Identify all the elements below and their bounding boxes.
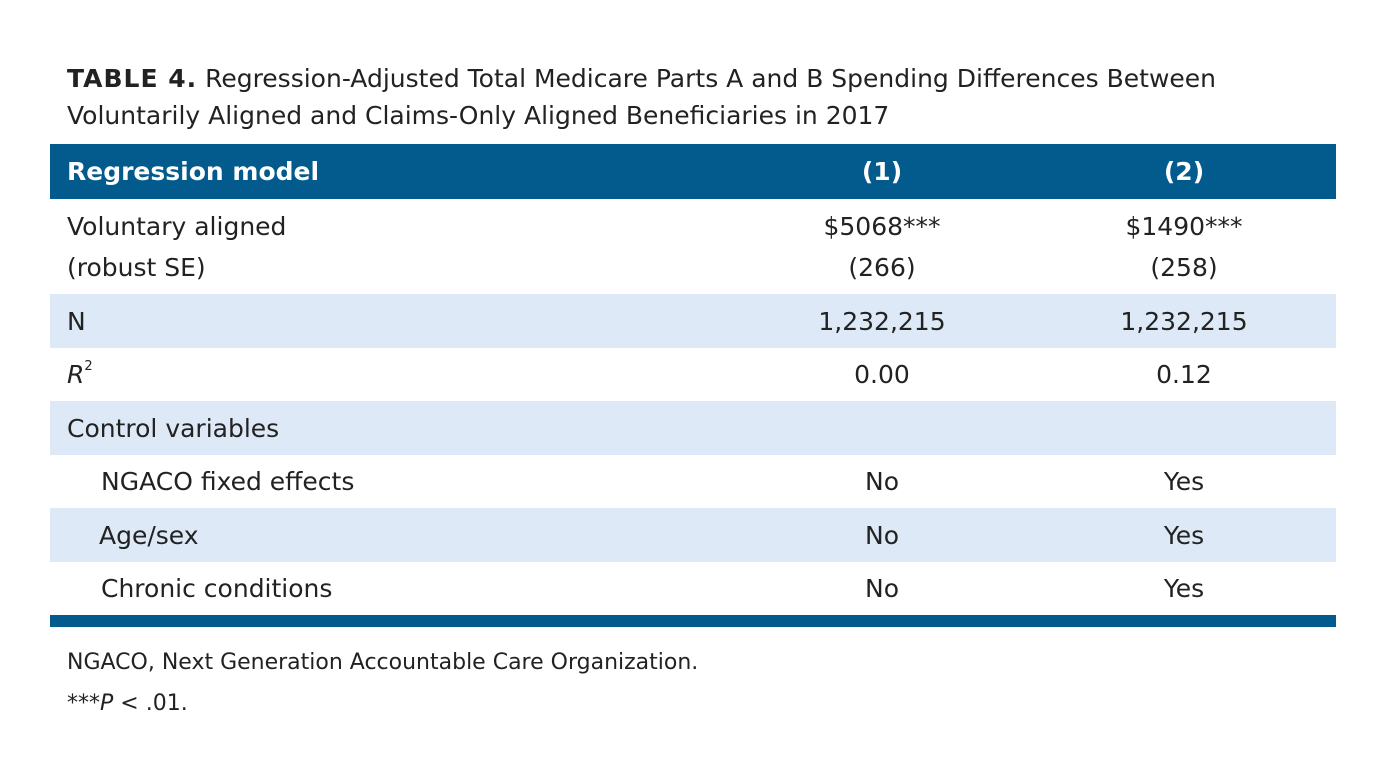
row-label-robust-se: (robust SE)	[67, 252, 206, 282]
coefficient-value: $1490***	[1125, 211, 1243, 241]
row-label: N	[67, 306, 86, 336]
header-model-1: (1)	[861, 157, 903, 186]
cell-model-1: No	[865, 520, 899, 550]
table-bottom-rule	[50, 615, 1336, 627]
row-label: Age/sex	[99, 520, 199, 550]
table-row-voluntary-aligned: Voluntary aligned (robust SE) $5068*** (…	[50, 199, 1336, 294]
table-row-n: N 1,232,215 1,232,215	[50, 294, 1336, 348]
coefficient-value: $5068***	[823, 211, 941, 241]
cell-model-1: $5068*** (266)	[752, 199, 1012, 294]
caption-line1: Regression-Adjusted Total Medicare Parts…	[205, 64, 1216, 93]
cell-model-2: Yes	[1163, 467, 1205, 496]
cell-model-2: 0.12	[1156, 360, 1212, 389]
table-row-control-variables: Control variables	[50, 401, 1336, 455]
header-model-2: (2)	[1163, 157, 1205, 186]
table-row-ngaco-fixed-effects: NGACO fixed effects No Yes	[50, 455, 1336, 508]
row-label: Chronic conditions	[101, 574, 333, 603]
table-label: TABLE 4.	[67, 64, 198, 93]
table-row-r-squared: R2 0.00 0.12	[50, 348, 1336, 401]
standard-error: (258)	[1150, 252, 1218, 282]
table-header-row: Regression model (1) (2)	[50, 144, 1336, 199]
table-notes: NGACO, Next Generation Accountable Care …	[67, 642, 698, 724]
cell-model-1: 0.00	[854, 360, 910, 389]
cell-model-1: No	[865, 467, 899, 496]
row-label: NGACO fixed effects	[101, 467, 355, 496]
row-label-voluntary: Voluntary aligned	[67, 211, 287, 241]
regression-table: Regression model (1) (2) Voluntary align…	[50, 144, 1336, 627]
row-label: R2	[67, 348, 93, 401]
note-significance: ***P < .01.	[67, 691, 188, 716]
cell-model-1: No	[865, 574, 899, 603]
cell-model-2: Yes	[1163, 574, 1205, 603]
row-label: Control variables	[67, 413, 280, 443]
table-caption: TABLE 4. Regression-Adjusted Total Medic…	[67, 60, 1347, 134]
cell-model-2: $1490*** (258)	[1054, 199, 1314, 294]
superscript: 2	[84, 358, 93, 374]
header-regression-model: Regression model	[67, 157, 320, 186]
r-squared-label: R2	[67, 358, 93, 389]
cell-model-1: 1,232,215	[818, 306, 946, 336]
table-row-chronic-conditions: Chronic conditions No Yes	[50, 562, 1336, 615]
cell-model-2: Yes	[1163, 520, 1205, 550]
cell-model-2: 1,232,215	[1120, 306, 1248, 336]
row-label: Voluntary aligned (robust SE)	[67, 199, 286, 294]
caption-line2: Voluntarily Aligned and Claims-Only Alig…	[67, 101, 890, 130]
standard-error: (266)	[848, 252, 916, 282]
table-row-age-sex: Age/sex No Yes	[50, 508, 1336, 562]
note-abbreviation: NGACO, Next Generation Accountable Care …	[67, 650, 699, 675]
